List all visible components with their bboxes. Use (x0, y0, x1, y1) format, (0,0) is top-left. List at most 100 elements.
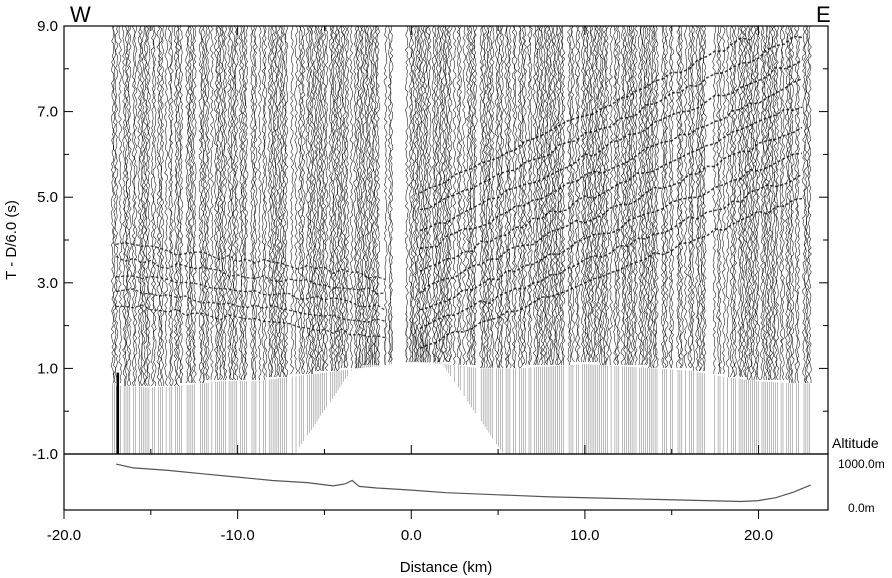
east-label: E (816, 2, 831, 27)
trace-wiggle (282, 26, 287, 378)
trace-wiggle (559, 26, 564, 365)
trace-wiggle (521, 26, 526, 366)
trace-wiggle (221, 26, 226, 381)
west-label: W (70, 2, 91, 27)
trace-wiggle (276, 26, 281, 378)
trace-wiggle (519, 26, 524, 369)
trace-wiggle (164, 26, 169, 387)
trace-wiggle (204, 26, 209, 381)
trace-wiggle (569, 26, 573, 363)
trace-wiggle (771, 26, 776, 381)
trace-wiggle (769, 26, 774, 381)
trace-wiggle (141, 26, 146, 387)
trace-wiggle (242, 26, 247, 381)
trace-wiggle (744, 26, 749, 378)
trace-wiggle (529, 26, 533, 366)
trace-wiggle (362, 26, 367, 366)
trace-wiggle (670, 26, 675, 369)
reflection-band (419, 173, 803, 330)
trace-wiggle (496, 26, 501, 369)
trace-wiggle (273, 26, 277, 378)
trace-wiggle (219, 26, 224, 381)
trace-wiggle (702, 26, 707, 372)
x-tick-label: 10.0 (570, 527, 599, 544)
trace-wiggle (158, 26, 163, 387)
trace-wiggle (595, 26, 600, 363)
trace-wiggle (431, 26, 436, 363)
trace-wiggle (223, 26, 228, 381)
trace-wiggle (523, 26, 528, 366)
trace-wiggle (756, 26, 761, 381)
x-tick-label: 20.0 (744, 527, 773, 544)
trace-wiggle (779, 26, 783, 381)
trace-wiggle (513, 26, 518, 369)
trace-wiggle (571, 26, 575, 363)
trace-wiggle (330, 26, 335, 372)
trace-wiggle (254, 26, 258, 381)
trace-wiggle (290, 26, 295, 375)
reflection-band (419, 59, 803, 232)
trace-wiggle (760, 26, 764, 381)
trace-wiggle (324, 26, 329, 372)
trace-wiggle (339, 26, 344, 369)
trace-wiggle (555, 26, 560, 366)
trace-wiggle (261, 26, 266, 381)
trace-wiggle (462, 26, 466, 366)
trace-wiggle (725, 26, 730, 378)
reflection-band (419, 106, 803, 273)
trace-wiggle (274, 26, 279, 378)
trace-wiggle (632, 26, 636, 366)
trace-wiggle (360, 26, 365, 366)
trace-wiggle (240, 26, 245, 381)
trace-wiggle (318, 26, 323, 372)
altitude-profile-line (115, 463, 811, 503)
trace-wiggle (655, 26, 659, 369)
trace-wiggle (750, 26, 755, 381)
trace-wiggle (294, 26, 298, 375)
trace-wiggle (664, 26, 669, 369)
trace-wiggle (504, 26, 509, 369)
trace-wiggle (487, 26, 491, 369)
trace-wiggle (580, 26, 585, 363)
trace-wiggle (408, 26, 413, 363)
trace-wiggle (687, 26, 692, 369)
trace-wiggle (699, 26, 703, 372)
trace-wiggle (410, 26, 415, 363)
trace-wiggle (250, 26, 254, 381)
trace-wiggle (500, 26, 505, 369)
trace-wiggle (358, 26, 363, 369)
trace-wiggle (479, 26, 484, 369)
reflection-band (115, 288, 386, 324)
trace-wiggle (198, 26, 203, 384)
trace-wiggle (746, 26, 751, 381)
trace-wiggle (557, 26, 562, 366)
trace-wiggle (549, 26, 554, 366)
altitude-title: Altitude (832, 435, 879, 451)
trace-wiggle (691, 26, 696, 372)
trace-wiggle (679, 26, 684, 369)
trace-wiggle (603, 26, 608, 366)
reflection-band (116, 275, 386, 311)
trace-wiggle (668, 26, 673, 369)
trace-wiggle (804, 26, 808, 384)
trace-wiggle (485, 26, 489, 369)
trace-wiggle (200, 26, 205, 384)
trace-wiggle (433, 26, 438, 363)
trace-wiggle (534, 26, 539, 366)
trace-wiggle (712, 26, 717, 375)
trace-wiggle (806, 26, 810, 384)
trace-wiggle (127, 26, 132, 387)
trace-wiggle (490, 26, 495, 369)
trace-wiggle (424, 26, 428, 363)
trace-wiggle (252, 26, 256, 381)
trace-wiggle (271, 26, 275, 378)
trace-wiggle (439, 26, 444, 363)
trace-wiggle (785, 26, 789, 381)
trace-wiggle (471, 26, 476, 366)
reflection-band (419, 77, 803, 250)
trace-wiggle (653, 26, 657, 369)
x-tick-label: -20.0 (47, 527, 81, 544)
trace-wiggle (452, 26, 457, 366)
trace-wiggle (748, 26, 753, 381)
trace-wiggle (729, 26, 734, 378)
